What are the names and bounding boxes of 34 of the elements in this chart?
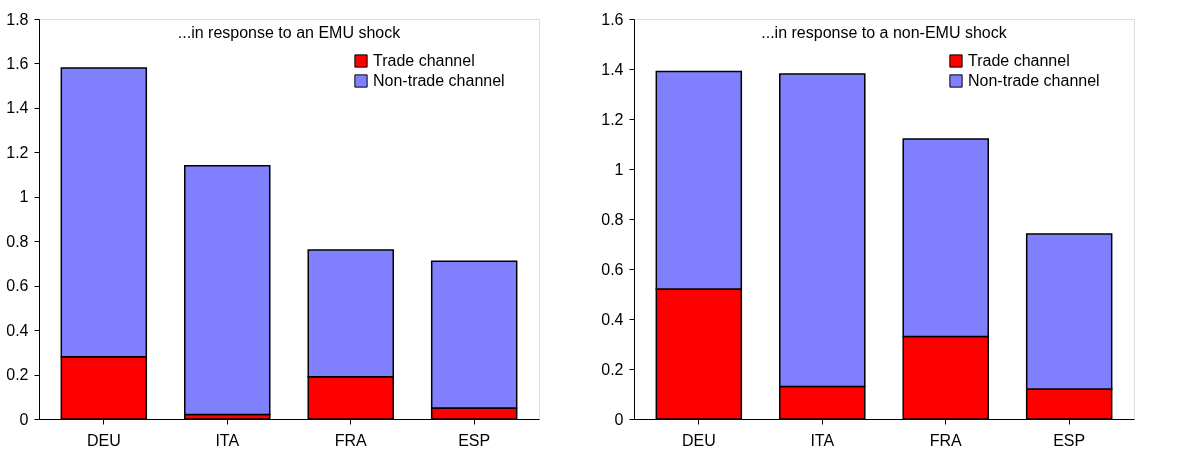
y-tick-label: 1.4 xyxy=(601,60,624,78)
y-tick-label: 1 xyxy=(614,160,624,178)
x-tick-label: DEU xyxy=(681,431,716,449)
legend-label: Non-trade channel xyxy=(373,72,505,89)
y-tick-label: 1.2 xyxy=(6,143,29,161)
chart-title: ...in response to a non-EMU shock xyxy=(761,24,1008,41)
y-tick-label: 0.4 xyxy=(6,321,29,339)
y-tick-label: 0.4 xyxy=(601,310,624,328)
y-tick-label: 0.2 xyxy=(6,366,29,384)
y-tick-label: 0 xyxy=(19,410,29,428)
x-tick-label: ESP xyxy=(458,431,491,449)
y-tick-label: 1.6 xyxy=(601,10,624,28)
legend-label: Trade channel xyxy=(968,52,1070,69)
y-tick-label: 0.2 xyxy=(601,360,624,378)
y-tick-label: 0.8 xyxy=(6,232,29,250)
legend-label: Non-trade channel xyxy=(968,72,1100,89)
y-tick-label: 0.8 xyxy=(601,210,624,228)
y-tick-label: 1.2 xyxy=(601,110,624,128)
legend-label: Trade channel xyxy=(373,52,475,69)
y-tick-label: 1.6 xyxy=(6,54,29,72)
y-tick-label: 0 xyxy=(614,410,624,428)
x-tick-label: DEU xyxy=(86,431,121,449)
bar xyxy=(184,164,271,416)
y-tick-label: 1.8 xyxy=(6,10,29,28)
y-tick-label: 0.6 xyxy=(601,260,624,278)
x-tick-label: ESP xyxy=(1053,431,1086,449)
x-tick-label: ITA xyxy=(215,431,240,449)
x-tick-label: FRA xyxy=(929,431,963,449)
x-tick-label: FRA xyxy=(334,431,368,449)
chart-title: ...in response to an EMU shock xyxy=(177,24,402,41)
y-tick-label: 1.4 xyxy=(6,99,29,117)
y-tick-label: 0.6 xyxy=(6,277,29,295)
x-tick-label: ITA xyxy=(810,431,835,449)
y-tick-label: 1 xyxy=(19,188,29,206)
